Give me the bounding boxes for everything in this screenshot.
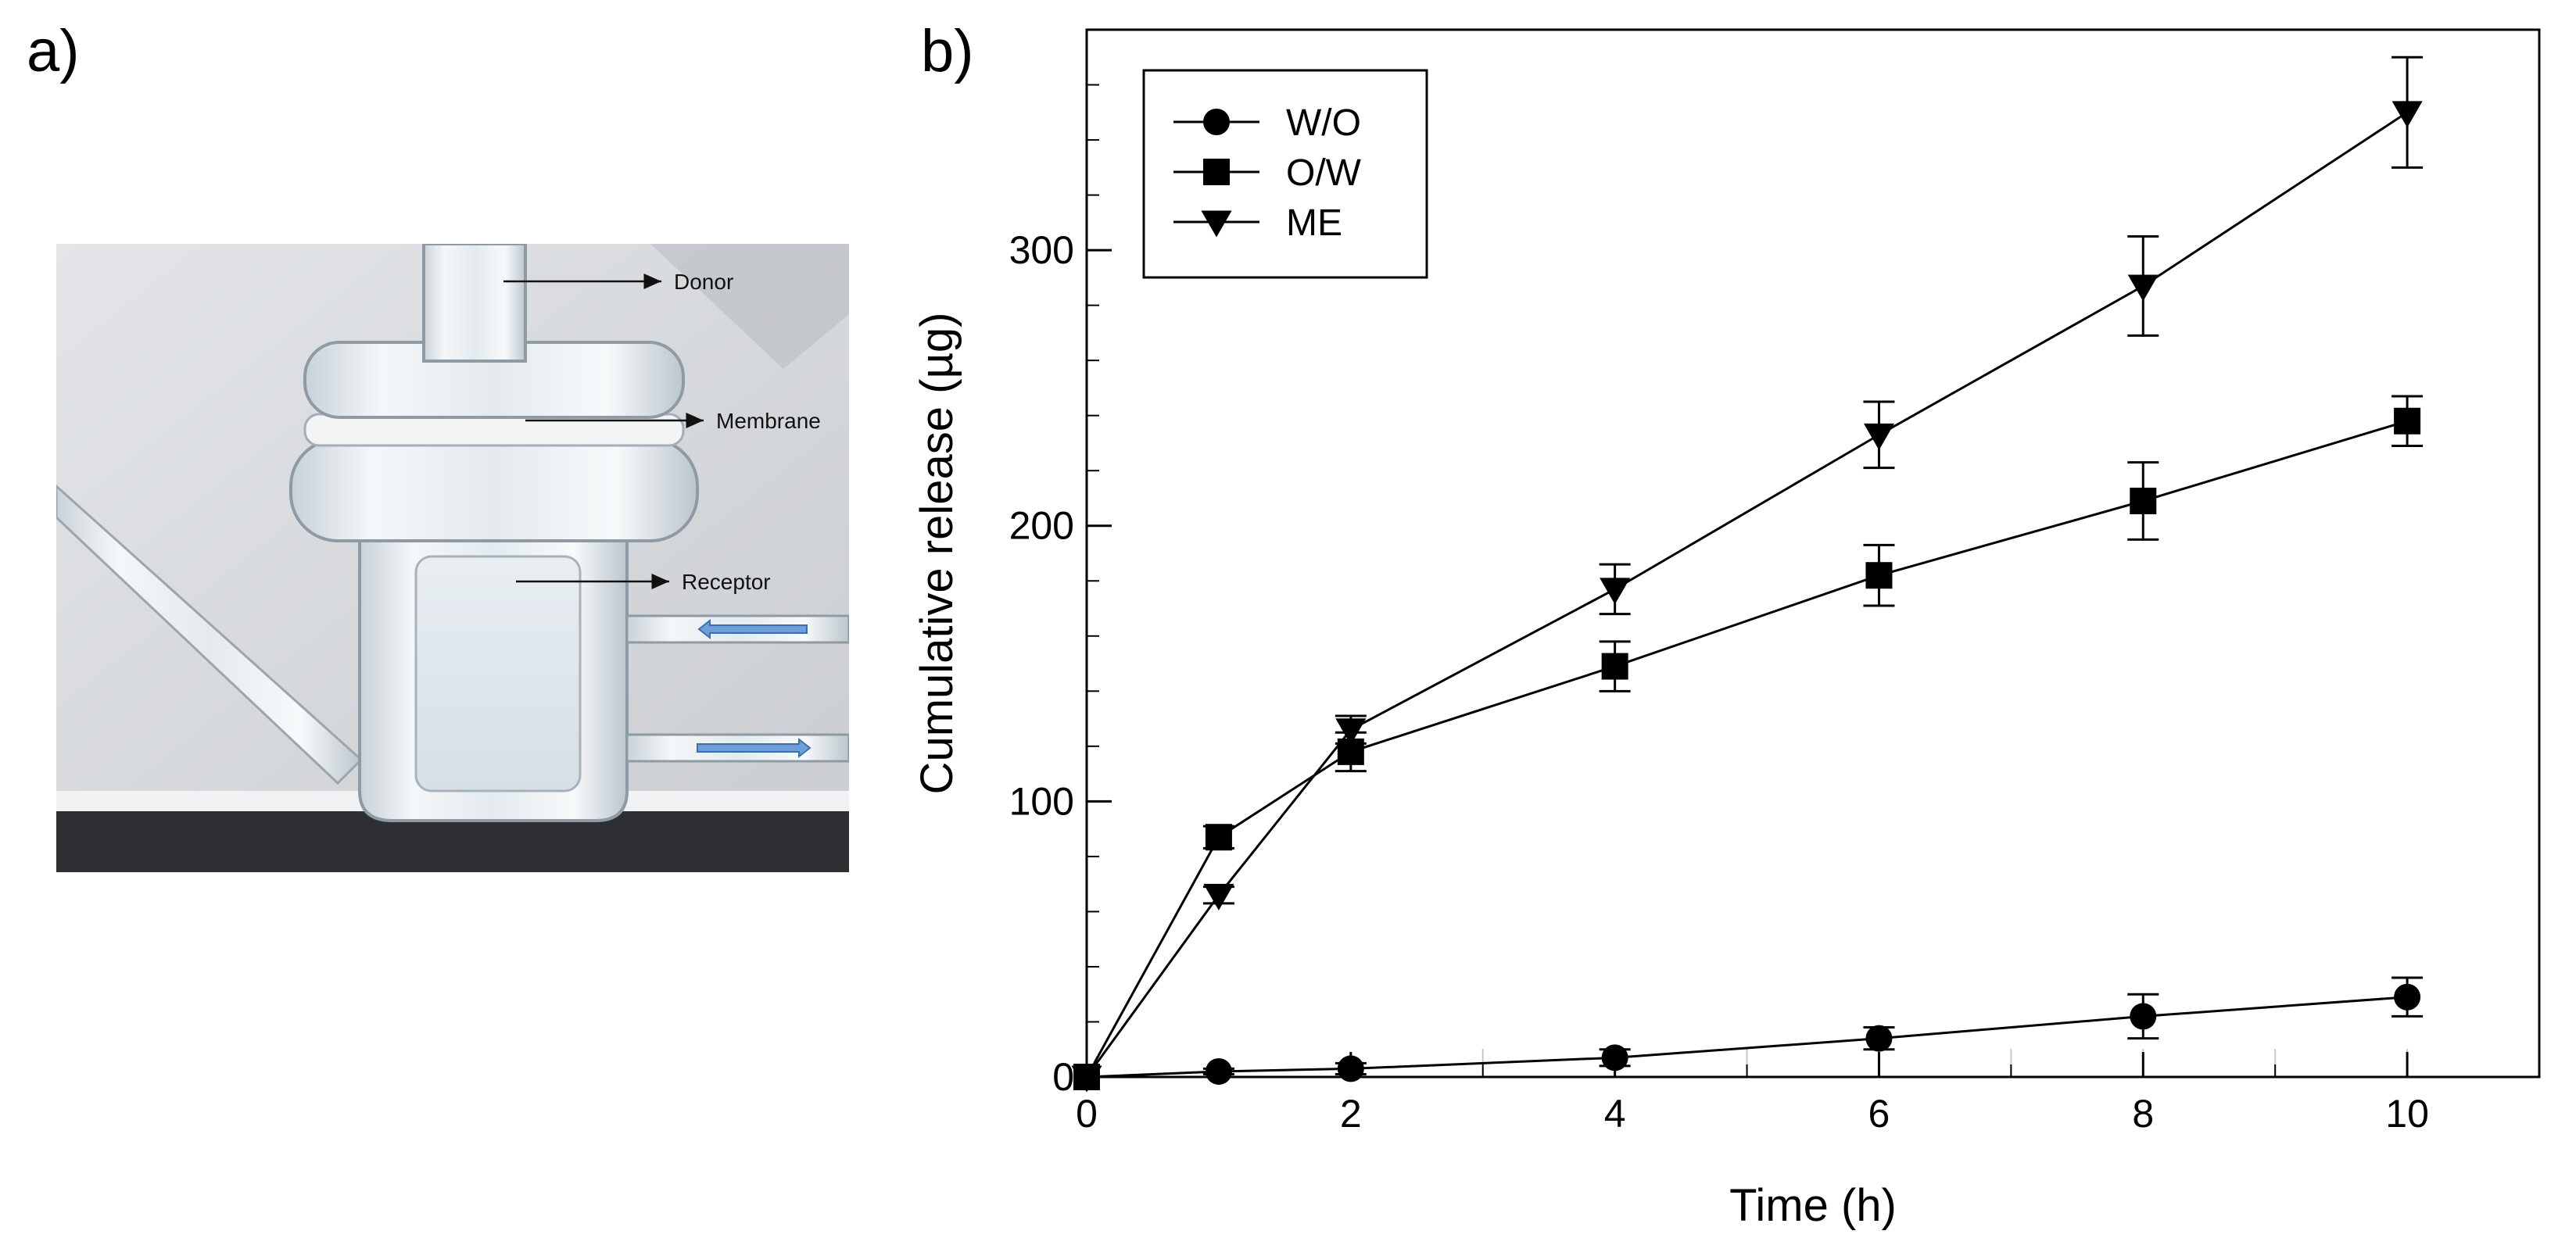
x-tick-label: 0 — [1076, 1092, 1098, 1136]
receptor-chamber — [414, 555, 582, 792]
legend-marker-o-w — [1203, 159, 1230, 185]
data-point-me — [1335, 718, 1367, 746]
legend-marker-w-o — [1203, 109, 1230, 135]
legend-label-o-w: O/W — [1286, 152, 1362, 194]
y-tick-label: 100 — [1009, 779, 1074, 823]
receptor-callout: Receptor — [682, 570, 771, 594]
x-tick-label: 10 — [2385, 1092, 2429, 1136]
y-tick-label: 200 — [1009, 504, 1074, 548]
legend-label-me: ME — [1286, 202, 1342, 244]
sampling-arm — [55, 483, 364, 785]
franz-cell-photo: Donor Membrane Receptor — [55, 242, 851, 872]
jacket-outlet — [625, 733, 851, 763]
legend: W/O O/W ME — [1142, 69, 1428, 279]
y-tick-label: 0 — [1052, 1055, 1074, 1099]
series-w-o — [1073, 976, 2424, 1090]
x-tick-label: 6 — [1868, 1092, 1890, 1136]
photo-shadow — [650, 244, 849, 369]
data-point-o-w — [1601, 653, 1628, 680]
series-me — [1071, 55, 2424, 1093]
membrane-callout: Membrane — [716, 409, 821, 433]
data-point-me — [2127, 274, 2159, 302]
plot-frame — [1085, 28, 2541, 1079]
legend-marker-me — [1201, 210, 1232, 238]
x-axis-title: Time (h) — [1729, 1180, 1897, 1231]
data-point-o-w — [2394, 407, 2421, 435]
data-point-w-o — [2130, 1003, 2157, 1030]
inlet-flow-arrow — [697, 618, 808, 640]
data-point-o-w — [1865, 562, 1893, 589]
donor-callout: Donor — [674, 270, 733, 294]
data-point-o-w — [2130, 488, 2157, 514]
data-point-me — [1071, 1065, 1102, 1093]
x-tick-label: 4 — [1604, 1092, 1626, 1136]
data-point-me — [1863, 423, 1895, 450]
data-point-o-w — [1205, 824, 1232, 851]
y-axis-title: Cumulative release (µg) — [912, 313, 962, 795]
data-point-me — [2391, 101, 2423, 128]
donor-tube — [422, 242, 527, 363]
franz-cell-illustration: Donor Membrane Receptor — [55, 242, 851, 872]
y-tick-label: 300 — [1009, 228, 1074, 272]
data-point-me — [1203, 883, 1234, 910]
outlet-flow-arrow — [697, 737, 811, 759]
data-point-me — [1600, 578, 1631, 605]
panel-label-b: b) — [921, 18, 974, 84]
series-line-o-w — [1085, 420, 2408, 1078]
panel-label-a: a) — [27, 18, 80, 84]
x-tick-label: 8 — [2132, 1092, 2154, 1136]
data-point-w-o — [2394, 983, 2421, 1011]
legend-box — [1142, 69, 1428, 279]
series-o-w — [1073, 395, 2424, 1090]
legend-label-w-o: W/O — [1286, 102, 1361, 144]
x-tick-label: 2 — [1340, 1092, 1362, 1136]
data-point-w-o — [1865, 1025, 1893, 1052]
